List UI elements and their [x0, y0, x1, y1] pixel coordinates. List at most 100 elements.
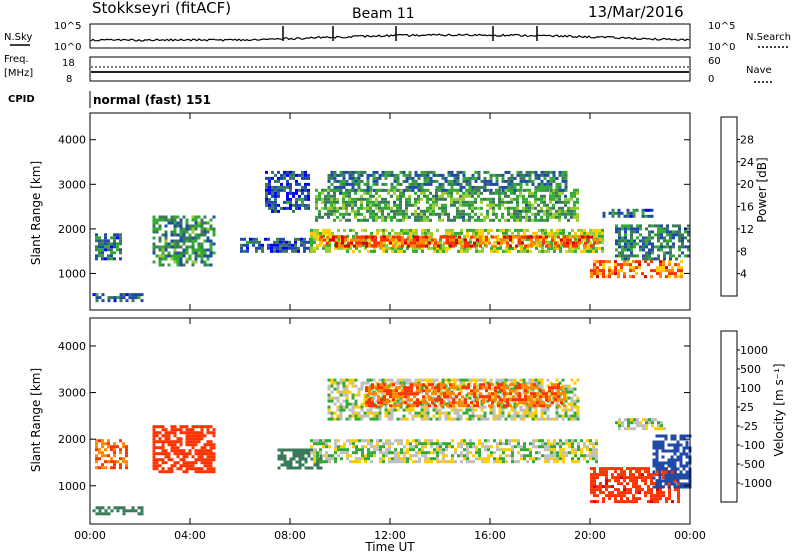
power-cell-0	[104, 245, 107, 249]
power-cell-7	[534, 215, 537, 219]
power-cell-2	[170, 221, 174, 225]
velocity-cell-5	[411, 417, 415, 421]
power-cell-10	[621, 257, 624, 261]
velocity-cell-2	[155, 446, 159, 450]
power-cell-7	[546, 203, 549, 207]
velocity-cell-4	[433, 451, 436, 455]
freq-unit-label: [MHz]	[4, 68, 33, 79]
velocity-cell-6	[533, 392, 536, 396]
velocity-cell-5	[360, 417, 364, 421]
velocity-cell-5	[372, 417, 376, 421]
power-cell-8	[426, 170, 430, 174]
power-cell-5	[352, 228, 355, 232]
power-cell-6	[368, 244, 371, 248]
power-cell-7	[537, 203, 540, 207]
velocity-cell-5	[432, 378, 436, 382]
velocity-cell-6	[542, 389, 545, 393]
velocity-cell-4	[313, 457, 316, 461]
power-cell-6	[404, 238, 407, 242]
velocity-cell-4	[472, 442, 475, 446]
power-cell-0	[104, 233, 107, 237]
power-cell-7	[462, 215, 465, 219]
velocity-cell-5	[534, 378, 538, 382]
power-cell-10	[666, 251, 669, 255]
velocity-cell-5	[561, 414, 565, 418]
velocity-cell-7	[665, 497, 668, 501]
velocity-cell-4	[580, 439, 583, 443]
velocity-cell-5	[372, 390, 376, 394]
velocity-cell-7	[647, 491, 650, 495]
velocity-cell-5	[408, 378, 412, 382]
power-cell-6	[569, 241, 572, 245]
power-cell-5	[403, 228, 406, 232]
power-cell-6	[356, 241, 359, 245]
velocity-cell-8	[661, 434, 665, 438]
velocity-cell-5	[534, 408, 538, 412]
power-cell-2	[200, 242, 204, 246]
power-cell-7	[375, 203, 378, 207]
velocity-cell-7	[599, 491, 602, 495]
power-cell-8	[330, 176, 334, 180]
power-cell-6	[371, 235, 374, 239]
power-cell-11	[602, 211, 606, 215]
power-cell-9	[599, 272, 602, 276]
power-cell-7	[324, 200, 327, 204]
power-cell-8	[531, 179, 535, 183]
power-cell-10	[678, 236, 681, 240]
power-cell-10	[654, 224, 657, 228]
velocity-cell-6	[497, 386, 500, 390]
velocity-cell-0	[101, 466, 104, 470]
power-cell-6	[443, 235, 446, 239]
power-cell-10	[648, 236, 651, 240]
velocity-cell-4	[562, 460, 565, 464]
velocity-cell-2	[164, 455, 168, 459]
power-cell-2	[170, 233, 174, 237]
power-cell-6	[524, 235, 527, 239]
velocity-cell-5	[483, 381, 487, 385]
power-cell-10	[630, 236, 633, 240]
power-cell-4	[301, 170, 304, 174]
power-cell-8	[411, 185, 415, 189]
power-cell-7	[342, 206, 345, 210]
velocity-cell-6	[473, 404, 476, 408]
velocity-cell-4	[550, 442, 553, 446]
power-cell-3	[303, 246, 306, 250]
velocity-cell-5	[360, 408, 364, 412]
velocity-cell-6	[386, 389, 389, 393]
power-cell-10	[624, 242, 627, 246]
velocity-cell-6	[524, 392, 527, 396]
velocity-cell-6	[398, 386, 401, 390]
velocity-cell-5	[570, 405, 574, 409]
power-cell-8	[507, 182, 511, 186]
velocity-cell-5	[480, 417, 484, 421]
power-cell-7	[459, 200, 462, 204]
velocity-cell-6	[470, 401, 473, 405]
power-cell-6	[326, 235, 329, 239]
velocity-cell-4	[397, 439, 400, 443]
velocity-cell-4	[487, 457, 490, 461]
velocity-cell-6	[437, 386, 440, 390]
power-cell-6	[359, 238, 362, 242]
power-cell-4	[307, 182, 310, 186]
velocity-cell-6	[563, 398, 566, 402]
power-cell-9	[659, 272, 662, 276]
velocity-cell-5	[423, 414, 427, 418]
velocity-cell-5	[363, 381, 367, 385]
power-cell-6	[356, 238, 359, 242]
power-cell-5	[424, 240, 427, 244]
power-cell-8	[456, 173, 460, 177]
velocity-cell-2	[200, 428, 204, 432]
velocity-cell-8	[652, 464, 656, 468]
power-cell-7	[549, 209, 552, 213]
power-cell-5	[589, 249, 592, 253]
power-cell-2	[197, 233, 201, 237]
velocity-cell-7	[608, 485, 611, 489]
velocity-cell-0	[98, 439, 101, 443]
velocity-cell-4	[355, 457, 358, 461]
power-cell-0	[119, 233, 122, 237]
velocity-cell-4	[589, 457, 592, 461]
velocity-cell-7	[644, 470, 647, 474]
power-cell-7	[360, 206, 363, 210]
velocity-cell-6	[503, 404, 506, 408]
velocity-cell-4	[454, 448, 457, 452]
